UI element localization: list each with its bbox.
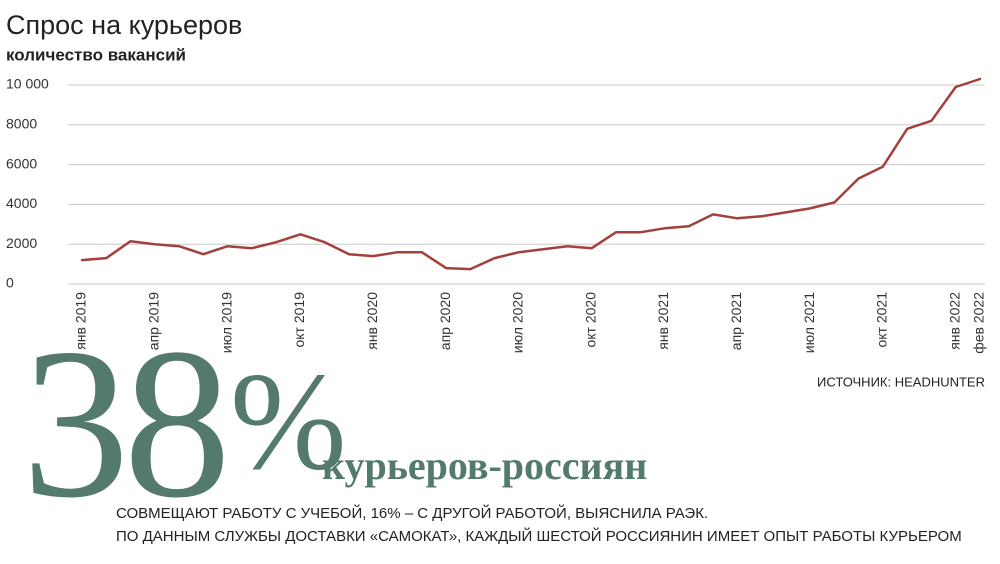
y-tick-label: 8000 [6, 116, 37, 132]
x-tick-label: июл 2020 [510, 292, 526, 353]
y-tick-label: 10 000 [6, 76, 49, 92]
x-tick-label: апр 2019 [146, 292, 162, 350]
x-tick-label: янв 2019 [73, 292, 89, 350]
x-tick-label: янв 2020 [364, 292, 380, 350]
x-tick-label: янв 2022 [946, 292, 962, 350]
y-tick-label: 6000 [6, 155, 37, 171]
y-tick-label: 2000 [6, 235, 37, 251]
big-unit: % [230, 344, 347, 499]
headline: курьеров-россиян [322, 443, 647, 488]
big-number: 38 [22, 303, 225, 542]
data-line [80, 77, 982, 271]
x-tick-label: окт 2021 [874, 292, 890, 348]
y-tick-label: 4000 [6, 195, 37, 211]
x-tick-label: окт 2019 [291, 292, 307, 348]
chart-title: Спрос на курьеров [6, 10, 242, 40]
x-tick-label: апр 2020 [437, 292, 453, 350]
caption-line: ПО ДАННЫМ СЛУЖБЫ ДОСТАВКИ «САМОКАТ», КАЖ… [116, 527, 962, 545]
x-tick-label: апр 2021 [728, 292, 744, 350]
x-tick-label: окт 2020 [582, 292, 598, 348]
x-tick-label: июл 2019 [218, 292, 234, 353]
source: ИСТОЧНИК: HEADHUNTER [817, 374, 985, 389]
caption-line: СОВМЕЩАЮТ РАБОТУ С УЧЕБОЙ, 16% – С ДРУГО… [116, 504, 708, 522]
chart-subtitle: количество вакансий [6, 45, 186, 64]
x-tick-label: фев 2022 [971, 292, 987, 354]
y-tick-label: 0 [6, 275, 14, 291]
x-tick-label: янв 2021 [655, 292, 671, 350]
x-tick-label: июл 2021 [801, 292, 817, 353]
